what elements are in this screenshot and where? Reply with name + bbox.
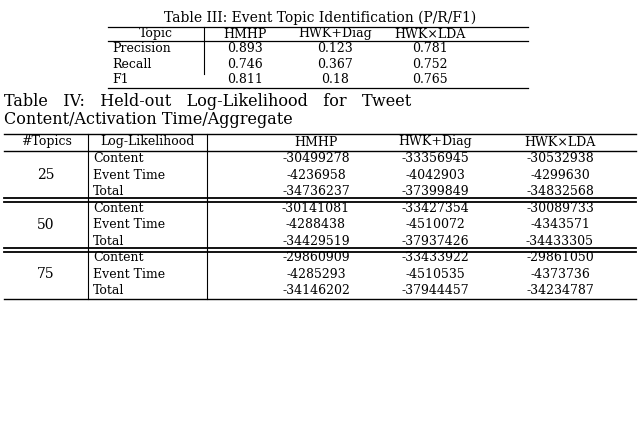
Text: Content: Content [93,251,143,264]
Text: -34146202: -34146202 [282,284,350,297]
Text: 50: 50 [37,218,55,232]
Text: Table   IV:   Held-out   Log-Likelihood   for   Tweet: Table IV: Held-out Log-Likelihood for Tw… [4,94,412,111]
Text: Recall: Recall [112,58,152,71]
Text: 0.367: 0.367 [317,58,353,71]
Text: Log-Likelihood: Log-Likelihood [100,136,195,148]
Text: -4288438: -4288438 [286,218,346,231]
Text: -4042903: -4042903 [405,169,465,182]
Text: 0.746: 0.746 [227,58,263,71]
Text: Content/Activation Time/Aggregate: Content/Activation Time/Aggregate [4,112,292,128]
Text: HMHP: HMHP [294,136,338,148]
Text: -34429519: -34429519 [282,235,350,248]
Text: F1: F1 [112,73,129,86]
Text: HMHP: HMHP [223,28,267,41]
Text: Event Time: Event Time [93,169,165,182]
Text: Total: Total [93,235,124,248]
Text: -29861050: -29861050 [526,251,594,264]
Text: 0.781: 0.781 [412,42,448,55]
Text: Event Time: Event Time [93,218,165,231]
Text: 0.752: 0.752 [412,58,448,71]
Text: -4285293: -4285293 [286,268,346,281]
Text: Table III: Event Topic Identification (P/R/F1): Table III: Event Topic Identification (P… [164,11,476,25]
Text: Precision: Precision [112,42,171,55]
Text: 0.765: 0.765 [412,73,448,86]
Text: Content: Content [93,202,143,215]
Text: -4236958: -4236958 [286,169,346,182]
Text: -34832568: -34832568 [526,185,594,198]
Text: -4510072: -4510072 [405,218,465,231]
Text: -34433305: -34433305 [526,235,594,248]
Text: HWK×LDA: HWK×LDA [394,28,466,41]
Text: Content: Content [93,152,143,165]
Text: 0.18: 0.18 [321,73,349,86]
Text: 75: 75 [37,267,55,281]
Text: 0.123: 0.123 [317,42,353,55]
Text: -37399849: -37399849 [401,185,469,198]
Text: -4343571: -4343571 [530,218,590,231]
Text: -30532938: -30532938 [526,152,594,165]
Text: -30499278: -30499278 [282,152,350,165]
Text: -34234787: -34234787 [526,284,594,297]
Text: 0.811: 0.811 [227,73,263,86]
Text: HWK×LDA: HWK×LDA [524,136,596,148]
Text: -37944457: -37944457 [401,284,469,297]
Text: Total: Total [93,284,124,297]
Text: -4299630: -4299630 [530,169,590,182]
Text: -29860909: -29860909 [282,251,350,264]
Text: 0.893: 0.893 [227,42,263,55]
Text: HWK+Diag: HWK+Diag [398,136,472,148]
Text: -33427354: -33427354 [401,202,469,215]
Text: -4510535: -4510535 [405,268,465,281]
Text: -4373736: -4373736 [530,268,590,281]
Text: -37937426: -37937426 [401,235,469,248]
Text: 25: 25 [37,168,55,182]
Text: -30089733: -30089733 [526,202,594,215]
Text: -30141081: -30141081 [282,202,350,215]
Text: Event Time: Event Time [93,268,165,281]
Text: -33433922: -33433922 [401,251,469,264]
Text: -33356945: -33356945 [401,152,469,165]
Text: Topic: Topic [139,28,173,41]
Text: #Topics: #Topics [20,136,72,148]
Text: -34736237: -34736237 [282,185,350,198]
Text: Total: Total [93,185,124,198]
Text: HWK+Diag: HWK+Diag [298,28,372,41]
